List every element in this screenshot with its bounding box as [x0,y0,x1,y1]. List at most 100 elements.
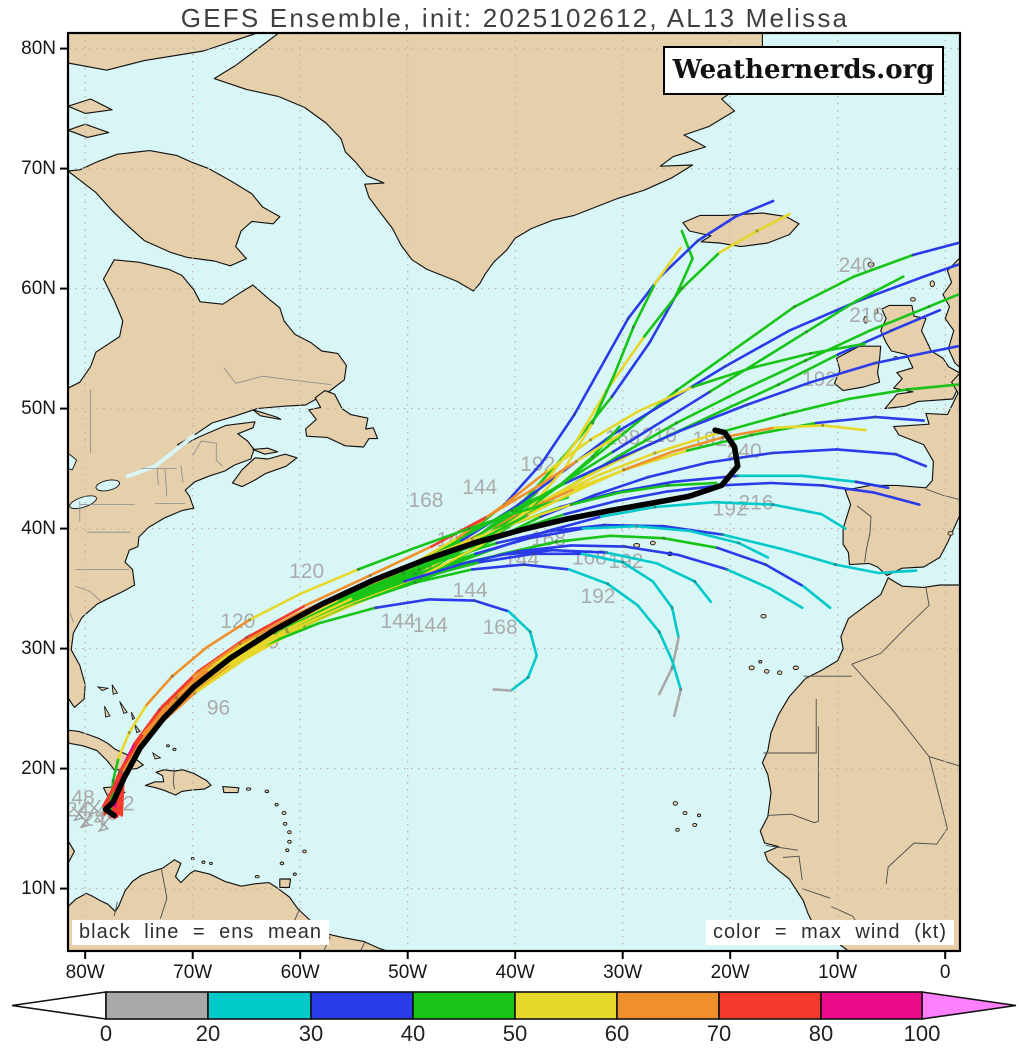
track-segment [540,413,576,464]
track-segment [894,452,928,468]
track-waypoint [834,563,837,566]
track-segment [691,366,754,389]
track-segment [821,424,867,432]
track-waypoint [666,484,670,487]
track-waypoint [635,524,639,528]
track-waypoint [873,361,877,365]
track-segment [809,361,877,384]
track-segment [193,658,246,695]
small-island [274,802,279,807]
track-waypoint [696,239,700,242]
track-segment [374,598,431,610]
country-border [782,855,803,881]
track-waypoint [621,455,625,458]
small-island [910,297,916,302]
track-segment [284,596,355,631]
colorbar-right-arrow [921,991,1017,1020]
lat-label-50N: 50N [21,397,56,419]
track-waypoint [737,541,741,545]
track-segment [120,732,148,773]
small-island [302,849,307,854]
track-segment [526,467,566,511]
country-border [925,488,960,501]
track-waypoint [413,581,417,584]
track-waypoint [632,325,635,329]
hour-label: 144 [453,579,488,602]
track-segment [666,481,718,487]
track-waypoint [647,475,650,479]
track-waypoint [374,606,377,610]
track-segment [591,373,616,425]
track-segment [535,443,576,494]
track-waypoint [525,514,529,517]
track-segment [478,552,535,564]
track-segment [660,390,712,424]
track-waypoint [610,395,614,398]
track-segment [933,344,960,353]
track-segment [507,610,532,634]
hour-label: 120 [289,560,324,583]
track-segment [655,562,697,583]
track-segment [285,600,356,634]
track-segment [591,425,621,458]
track-segment [606,582,640,607]
track-segment [563,421,594,470]
track-segment [718,229,759,254]
track-segment [809,342,866,355]
lat-label-80N: 80N [21,37,56,59]
track-waypoint [927,305,931,308]
lon-label-60W: 60W [280,962,320,983]
track-waypoint [809,352,813,355]
track-segment [573,389,608,446]
track-segment [104,770,121,808]
track-segment [546,515,603,533]
track-segment [659,239,700,278]
track-segment [780,547,837,566]
label-scribble [96,816,111,833]
track-segment [647,461,709,479]
small-island [166,744,170,748]
track-segment [653,500,716,509]
track-segment [593,475,650,497]
small-island [777,670,783,675]
lon-label-40W: 40W [495,962,535,983]
track-segment [756,330,808,364]
track-segment [614,490,670,503]
colorbar-segment [616,991,720,1020]
track-segment [516,544,573,553]
track-segment [127,703,148,734]
track-waypoint [721,436,725,439]
track-segment [868,305,931,332]
track-waypoint [111,779,115,782]
hour-label: 120 [220,610,255,633]
track-waypoint [657,630,661,634]
lon-label-20W: 20W [710,962,750,983]
track-segment [685,433,754,452]
colorbar-label: 30 [299,1021,323,1046]
track-segment [581,524,638,530]
land-trinidad [279,878,292,888]
track-segment [734,305,797,350]
track-segment [549,523,606,533]
track-segment [612,325,635,377]
small-island [867,261,875,268]
track-segment [564,455,625,485]
country-border [851,587,930,665]
track-waypoint [483,516,487,520]
track-segment [670,659,683,691]
track-segment [852,253,915,278]
track-segment [158,674,196,712]
track-segment [554,534,612,544]
track-waypoint [890,329,893,332]
state-border [192,440,224,467]
track-waypoint [591,455,594,458]
track-segment [750,352,813,370]
track-segment [616,421,678,458]
track-segment [229,630,289,666]
land-cuba [68,729,144,771]
track-segment [874,349,936,365]
track-segment [473,599,511,613]
country-border [172,769,175,790]
